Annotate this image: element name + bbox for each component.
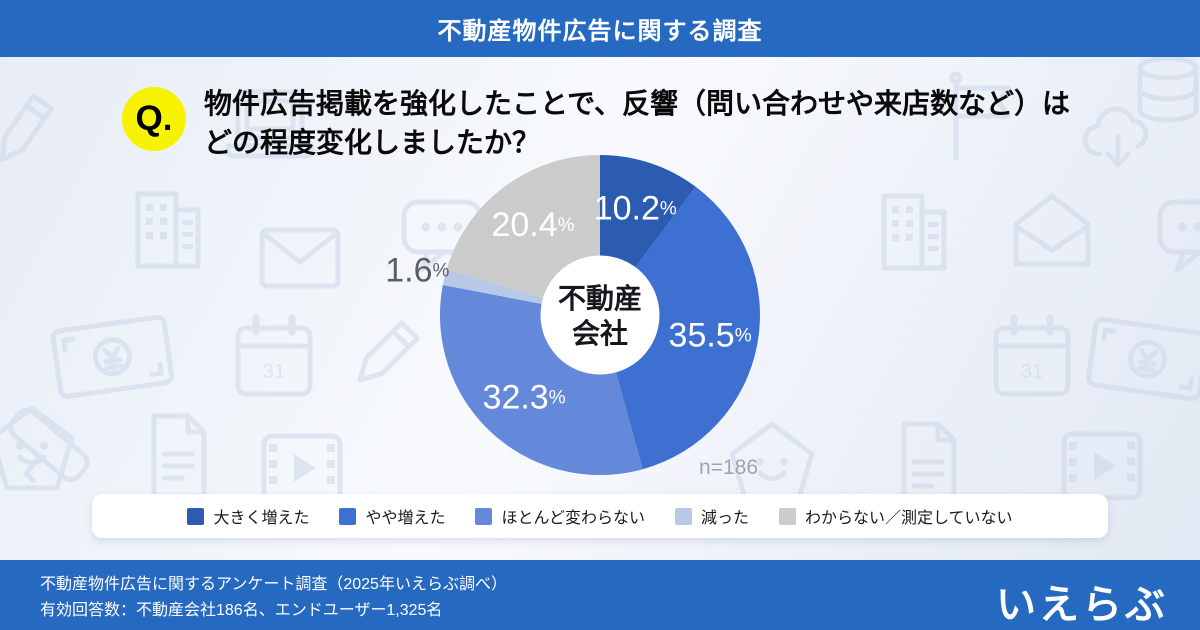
question-text: 物件広告掲載を強化したことで、反響（問い合わせや来店数など）は どの程度変化しま… [204, 84, 1070, 162]
legend-label: ほとんど変わらない [501, 510, 645, 527]
legend-swatch [339, 507, 357, 525]
legend-item: 大きく増えた [187, 504, 309, 528]
slice-percent-label: 35.5% [669, 317, 752, 355]
legend-swatch [675, 507, 692, 525]
question-badge-label: Q. [135, 99, 173, 138]
donut-center [540, 255, 660, 375]
question-line-1: 物件広告掲載を強化したことで、反響（問い合わせや来店数など）は [204, 88, 1071, 119]
legend-swatch [779, 507, 797, 525]
pie-slice [442, 269, 544, 304]
legend-label: わからない／測定していない [805, 510, 1013, 527]
donut-center-label: 会社 [572, 318, 628, 349]
slice-percent-label: 1.6% [385, 252, 449, 290]
donut-center-label: 不動産 [558, 282, 642, 314]
legend-label: 大きく増えた [213, 510, 310, 527]
legend-item: わからない／測定していない [779, 504, 1013, 528]
legend-item: やや増えた [339, 504, 445, 528]
footer-line-2: 有効回答数：不動産会社186名、エンドユーザー1,325名 [40, 602, 443, 619]
slice-percent-label: 20.4% [491, 206, 574, 244]
slice-percent-label: 10.2% [594, 190, 677, 228]
ielove-logo: いえらぶ [996, 582, 1168, 628]
legend-label: 減った [701, 510, 750, 527]
legend-label: やや増えた [365, 510, 446, 527]
footer-bar: 不動産物件広告に関するアンケート調査（2025年いえらぶ調べ） 有効回答数：不動… [0, 560, 1200, 630]
legend-item: ほとんど変わらない [475, 504, 645, 528]
footer-line-1: 不動産物件広告に関するアンケート調査（2025年いえらぶ調べ） [40, 576, 507, 593]
legend-swatch [187, 507, 205, 525]
pie-slice [600, 155, 696, 268]
pie-slice [615, 186, 760, 470]
question-badge: Q. [122, 87, 186, 151]
page-title: 不動産物件広告に関する調査 [437, 18, 763, 45]
chart-legend: 大きく増えた やや増えた ほとんど変わらない 減った わからない／測定していない [92, 494, 1108, 538]
question-line-2: どの程度変化しましたか？ [204, 127, 541, 158]
legend-swatch [475, 507, 493, 525]
slice-percent-label: 32.3% [483, 378, 566, 416]
legend-item: 減った [675, 504, 749, 528]
pie-slice [446, 155, 600, 299]
header-bar: 不動産物件広告に関する調査 [0, 0, 1200, 57]
footer-source: 不動産物件広告に関するアンケート調査（2025年いえらぶ調べ） 有効回答数：不動… [40, 572, 507, 624]
pie-slice [439, 285, 643, 476]
sample-size-label: n=186 [699, 456, 758, 479]
